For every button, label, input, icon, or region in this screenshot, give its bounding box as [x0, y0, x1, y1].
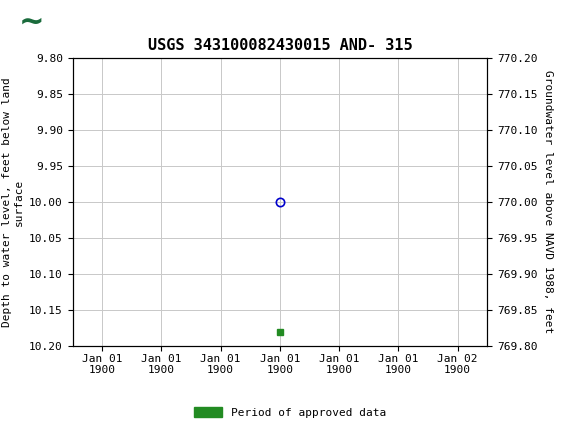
Text: USGS: USGS	[67, 12, 135, 32]
Text: ~: ~	[19, 8, 45, 37]
Title: USGS 343100082430015 AND- 315: USGS 343100082430015 AND- 315	[147, 38, 412, 53]
Legend: Period of approved data: Period of approved data	[190, 403, 390, 422]
Y-axis label: Groundwater level above NAVD 1988, feet: Groundwater level above NAVD 1988, feet	[543, 71, 553, 334]
FancyBboxPatch shape	[5, 3, 57, 41]
Y-axis label: Depth to water level, feet below land
surface: Depth to water level, feet below land su…	[2, 77, 23, 327]
